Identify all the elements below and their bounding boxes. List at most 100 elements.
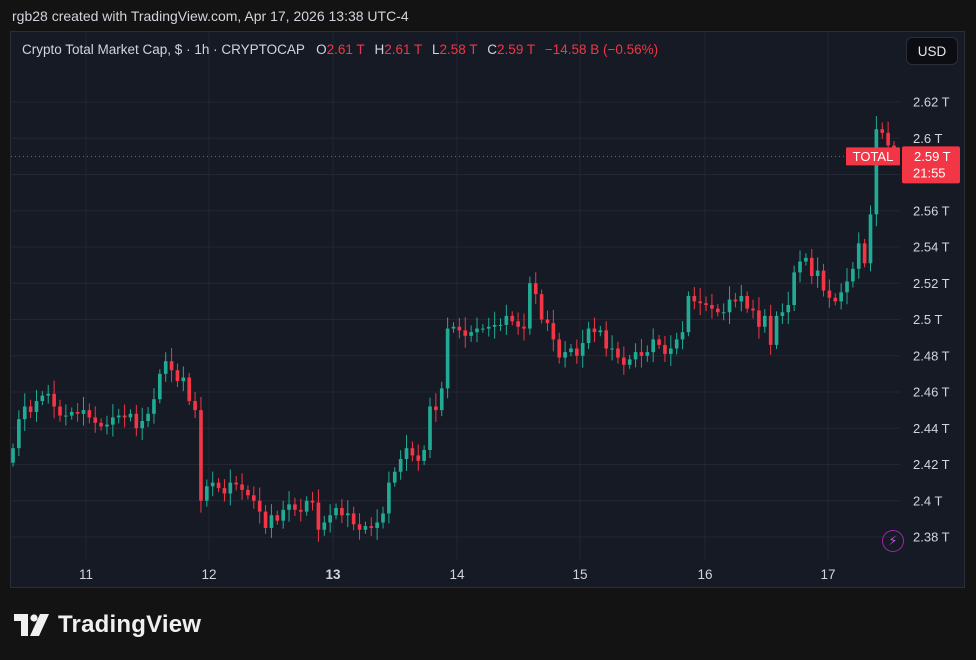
candle-body (275, 515, 280, 521)
candle-body (381, 513, 385, 523)
candle-body (510, 315, 515, 322)
candle-body (827, 290, 832, 298)
candle-body (58, 406, 62, 416)
candle-body (11, 448, 15, 463)
candle-body (228, 482, 233, 494)
open-value: 2.61 T (326, 42, 365, 57)
y-tick-label: 2.38 T (913, 530, 950, 545)
candle-body (774, 315, 779, 345)
grid-lines (11, 32, 900, 560)
lightning-icon[interactable]: ⚡ (882, 530, 904, 552)
price-tag-value: 2.59 T (914, 149, 951, 164)
candle-body (69, 411, 74, 416)
candle-body (17, 419, 21, 449)
candle-body (815, 270, 820, 276)
candle-body (575, 348, 579, 356)
candle-body (592, 328, 597, 333)
candle-body (87, 410, 92, 418)
candle-body (304, 500, 309, 512)
candle-body (680, 332, 685, 340)
brand-name: TradingView (58, 611, 202, 638)
candle-body (798, 261, 802, 273)
candle-body (745, 295, 749, 309)
y-tick-label: 2.44 T (913, 421, 950, 436)
candle-body (674, 339, 679, 349)
candle-body (398, 459, 403, 472)
currency-button[interactable]: USD (906, 37, 958, 65)
candle-body (93, 417, 98, 423)
chart-panel[interactable] (10, 31, 965, 588)
candle-body (263, 511, 268, 528)
candle-body (627, 359, 632, 365)
candle-body (298, 509, 303, 512)
candle-body (140, 421, 145, 429)
candle-body (715, 308, 720, 313)
candle-body (281, 509, 285, 521)
candle-body (481, 328, 485, 330)
candle-body (751, 308, 755, 311)
candle-body (651, 339, 656, 353)
candle-body (357, 524, 362, 530)
candle-body (369, 526, 374, 528)
candle-body (733, 299, 738, 302)
symbol-tag-bg (846, 147, 900, 166)
candle-body (492, 324, 497, 327)
candle-body (387, 482, 391, 514)
candle-body (310, 500, 315, 503)
candle-body (880, 129, 885, 133)
candle-body (334, 508, 338, 516)
candle-body (439, 388, 444, 411)
candle-body (316, 502, 321, 530)
candle-body (475, 328, 479, 333)
candle-body (457, 326, 462, 331)
candle-body (622, 357, 626, 365)
candle-body (710, 305, 714, 309)
x-tick-label: 17 (820, 567, 835, 582)
candle-body (134, 413, 139, 429)
candle-body (792, 272, 796, 305)
x-tick-label: 15 (572, 567, 587, 582)
candle-body (833, 297, 838, 302)
candle-body (522, 326, 526, 329)
time-axis: 11 12 13 14 15 16 17 (79, 567, 836, 582)
close-value: 2.59 T (497, 42, 536, 57)
candle-body (633, 352, 638, 360)
candle-body (251, 495, 256, 501)
candle-body (451, 326, 456, 329)
candle-body (804, 257, 808, 262)
price-tag-bg (902, 146, 960, 184)
candle-body (410, 448, 415, 456)
candle-body (856, 243, 861, 269)
candle-body (146, 413, 150, 421)
symbol-description[interactable]: Crypto Total Market Cap, $ · 1h · CRYPTO… (22, 42, 305, 57)
candle-body (328, 515, 332, 523)
candles (11, 115, 896, 542)
candle-body (122, 415, 127, 418)
candle-body (727, 299, 732, 313)
candle-body (422, 450, 426, 461)
price-tags: TOTAL 2.59 T21:55 (846, 146, 960, 184)
candle-body (551, 323, 556, 340)
candle-body (533, 283, 538, 295)
candle-body (539, 294, 544, 320)
open-label: O (316, 42, 327, 57)
low-value: 2.58 T (439, 42, 478, 57)
candle-body (698, 301, 703, 304)
candle-body (345, 513, 350, 516)
tradingview-logo: TradingView (14, 611, 201, 639)
candle-body (363, 526, 368, 530)
y-tick-label: 2.48 T (913, 348, 950, 363)
candle-body (580, 343, 585, 356)
candle-body (809, 257, 814, 276)
candle-body (404, 448, 409, 460)
candle-body (445, 328, 450, 389)
y-tick-label: 2.4 T (913, 493, 942, 508)
candle-body (22, 406, 27, 420)
candle-body (563, 352, 567, 358)
candle-body (757, 310, 761, 327)
attribution-text: rgb28 created with TradingView.com, Apr … (12, 8, 409, 24)
candle-body (498, 324, 503, 326)
candle-body (845, 281, 849, 293)
candle-body (216, 482, 221, 489)
